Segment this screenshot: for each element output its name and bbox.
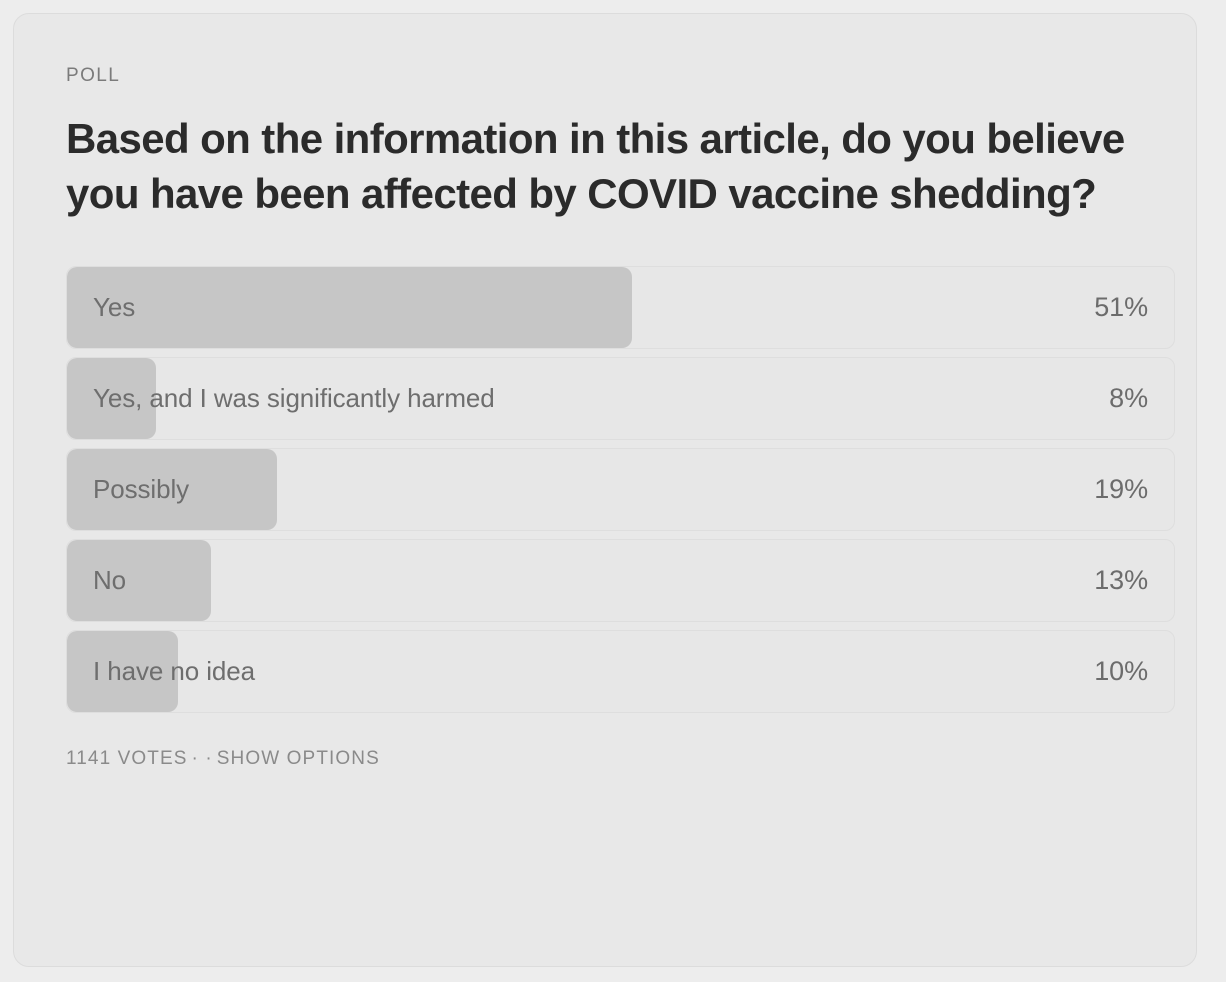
poll-option-percent: 19% xyxy=(1094,473,1148,504)
poll-option-label: I have no idea xyxy=(93,655,255,686)
poll-option-bar-fill xyxy=(67,357,156,439)
poll-footer-separator: · · xyxy=(191,747,213,769)
poll-option-percent: 13% xyxy=(1094,564,1148,595)
poll-option-label: Yes, and I was significantly harmed xyxy=(93,382,495,413)
poll-option-percent: 8% xyxy=(1109,382,1148,413)
poll-option-row[interactable]: I have no idea 10% xyxy=(66,629,1175,713)
poll-options-list: Yes 51% Yes, and I was significantly har… xyxy=(66,265,1175,713)
poll-option-content: Yes, and I was significantly harmed 8% xyxy=(67,358,1174,439)
poll-option-row[interactable]: Yes, and I was significantly harmed 8% xyxy=(66,356,1175,440)
poll-option-content: No 13% xyxy=(67,540,1174,621)
poll-card: POLL Based on the information in this ar… xyxy=(13,13,1197,967)
poll-option-content: I have no idea 10% xyxy=(67,631,1174,712)
poll-option-percent: 10% xyxy=(1094,655,1148,686)
poll-question: Based on the information in this article… xyxy=(66,115,1125,218)
poll-option-percent: 51% xyxy=(1094,291,1148,322)
poll-footer: 1141 VOTES · · SHOW OPTIONS xyxy=(66,749,1175,768)
poll-option-row[interactable]: Yes 51% xyxy=(66,265,1175,349)
poll-option-row[interactable]: No 13% xyxy=(66,538,1175,622)
poll-option-label: Possibly xyxy=(93,473,190,504)
poll-eyebrow-label: POLL xyxy=(66,65,121,86)
poll-option-content: Yes 51% xyxy=(67,267,1174,348)
poll-option-content: Possibly 19% xyxy=(67,449,1174,530)
poll-option-label: No xyxy=(93,564,127,595)
poll-option-bar-fill xyxy=(67,448,278,530)
poll-option-bar-fill xyxy=(67,539,211,621)
show-options-button[interactable]: SHOW OPTIONS xyxy=(216,747,380,769)
poll-option-bar-fill xyxy=(67,630,178,712)
poll-option-label: Yes xyxy=(93,291,136,322)
poll-option-bar-fill xyxy=(67,266,632,348)
poll-content: POLL Based on the information in this ar… xyxy=(66,66,1175,768)
poll-option-row[interactable]: Possibly 19% xyxy=(66,447,1175,531)
poll-vote-count: 1141 VOTES xyxy=(66,747,188,769)
